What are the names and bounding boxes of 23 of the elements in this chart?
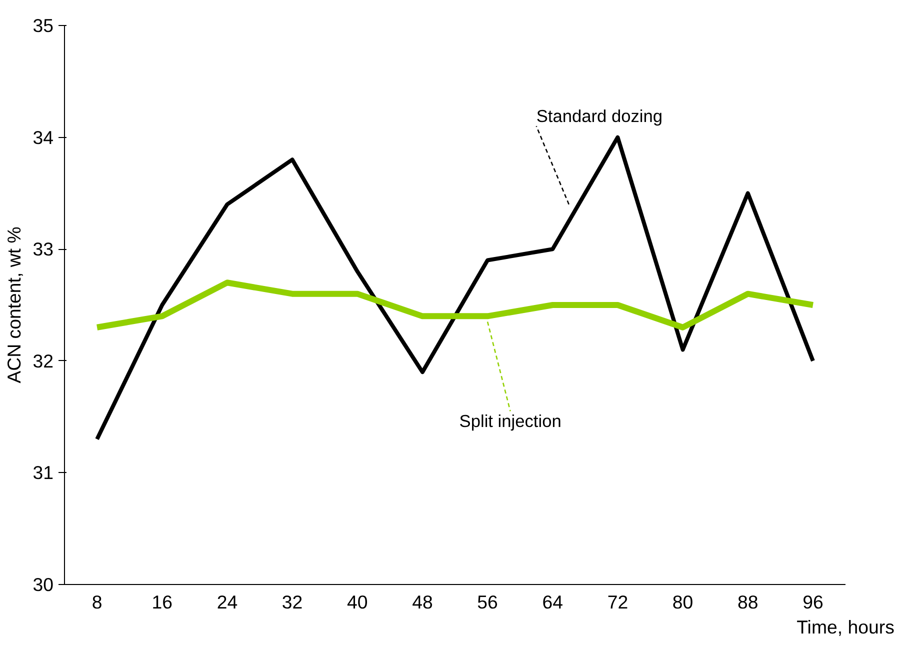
x-tick-label: 56 — [477, 592, 498, 612]
x-tick-label: 8 — [92, 592, 102, 612]
text: Split injection — [459, 411, 562, 432]
x-tick-label: 80 — [672, 592, 694, 612]
line-series — [95, 135, 815, 442]
y-tick-label: 32 — [32, 350, 54, 372]
x-axis-title: Time, hours — [796, 616, 894, 638]
x-tick-label: 40 — [347, 592, 368, 612]
y-axis-title: ACN content, wt % — [4, 226, 25, 384]
x-tick-label: 24 — [216, 592, 238, 612]
y-tick-label: 35 — [32, 15, 54, 36]
x-tick-label: 16 — [152, 592, 173, 612]
y-tick-label: 30 — [32, 574, 54, 595]
x-tick-label: 32 — [282, 592, 303, 612]
y-tick-label: 34 — [32, 126, 54, 148]
x-tick-label: 88 — [738, 592, 758, 612]
x-tick-label: 48 — [412, 592, 433, 612]
y-tick-label: 33 — [32, 238, 54, 260]
series-label: Standard dozing — [536, 106, 663, 126]
x-tick-label: 72 — [607, 592, 628, 612]
y-tick-label: 31 — [32, 462, 54, 484]
x-tick-label: 64 — [542, 592, 564, 612]
x-tick-label: 96 — [802, 592, 824, 612]
